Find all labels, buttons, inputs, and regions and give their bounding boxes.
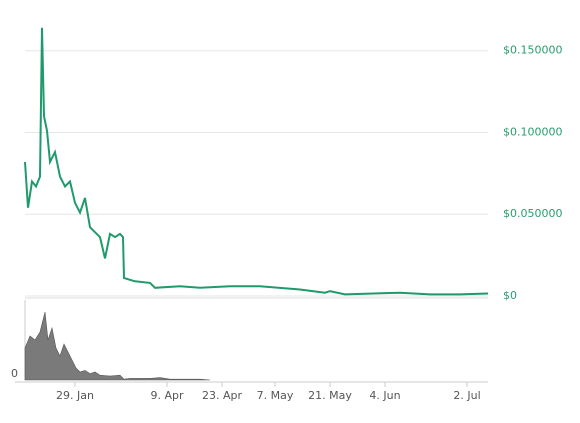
- y-tick-label: $0: [503, 289, 517, 302]
- volume-area: [24, 311, 211, 381]
- y-tick-label: $0.150000: [503, 44, 563, 57]
- x-tick-label: 23. Apr: [202, 389, 242, 402]
- x-tick-label: 4. Jun: [369, 389, 400, 402]
- x-tick-label: 29. Jan: [56, 389, 94, 402]
- y-tick-label: $0.100000: [503, 125, 563, 138]
- y-tick-label: $0.050000: [503, 207, 563, 220]
- x-tick-label: 7. May: [257, 389, 294, 402]
- x-tick-label: 2. Jul: [453, 389, 480, 402]
- y-tick-label: 0: [11, 367, 18, 380]
- price-line: [24, 27, 489, 296]
- x-tick-label: 9. Apr: [150, 389, 183, 402]
- x-tick-label: 21. May: [308, 389, 352, 402]
